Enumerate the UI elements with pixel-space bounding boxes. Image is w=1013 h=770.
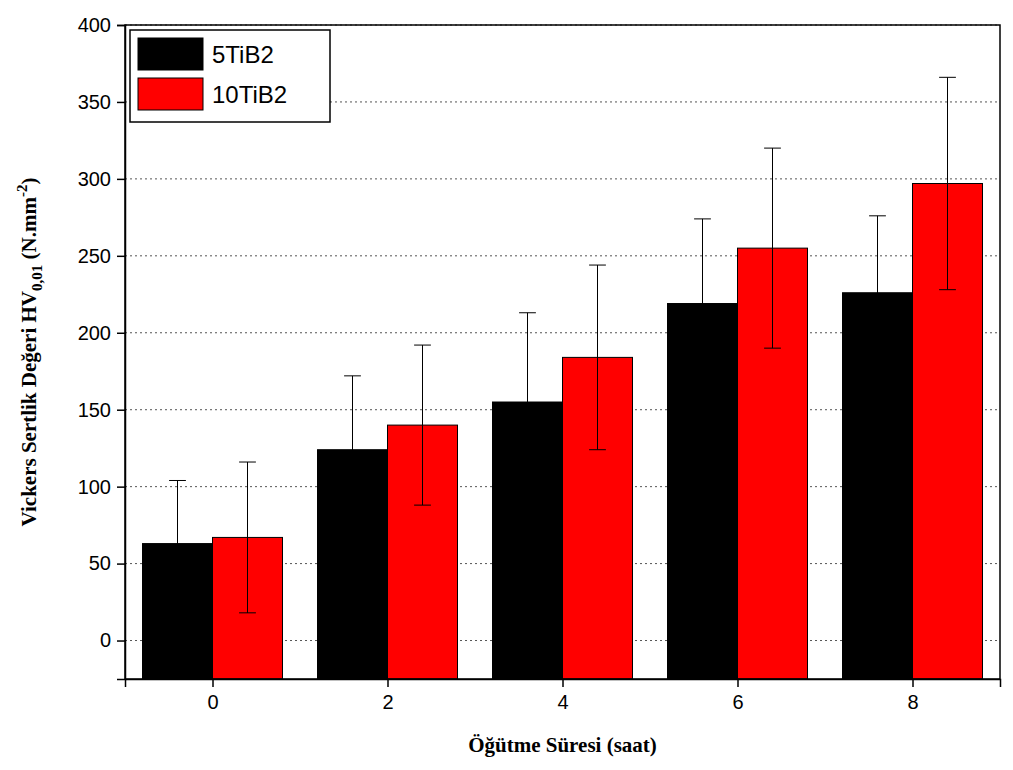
tick-mark [117, 102, 125, 104]
tick: 6 [732, 679, 743, 713]
tick-label: 400 [78, 14, 111, 36]
tick: 150 [78, 399, 125, 421]
tick-mark [117, 563, 125, 565]
tick-label: 6 [732, 691, 743, 713]
error-bars [239, 77, 956, 613]
legend-swatch [138, 78, 203, 110]
error-bar [239, 462, 256, 613]
axis-line [126, 680, 1001, 688]
tick-label: 0 [100, 629, 111, 651]
tick: 0 [207, 679, 218, 713]
tick: 250 [78, 245, 125, 267]
tick-mark [737, 679, 739, 687]
legend-box [130, 30, 330, 122]
tick-mark [562, 679, 564, 687]
tick: 0 [100, 629, 125, 651]
legend-label: 5TiB2 [212, 41, 274, 68]
tick-label: 350 [78, 91, 111, 113]
tick-label: 150 [78, 399, 111, 421]
tick-label: 4 [557, 691, 568, 713]
tick: 2 [382, 679, 393, 713]
error-bar [589, 265, 606, 450]
tick-mark [117, 640, 125, 642]
grid-line [125, 255, 1000, 256]
tick-mark [212, 679, 214, 687]
tick-label: 200 [78, 322, 111, 344]
tick: 350 [78, 91, 125, 113]
tick: 4 [557, 679, 568, 713]
legend-swatch [138, 38, 203, 70]
x-axis-title: Öğütme Süresi (saat) [468, 733, 657, 757]
y-axis-title-part: ) [17, 178, 41, 185]
error-bar [344, 376, 361, 524]
error-bar [169, 480, 186, 606]
tick-label: 300 [78, 168, 111, 190]
tick: 400 [78, 14, 125, 36]
tick-mark [117, 25, 125, 27]
tick-label: 0 [207, 691, 218, 713]
plot-area [143, 77, 983, 679]
tick: 50 [89, 552, 125, 574]
tick-label: 2 [382, 691, 393, 713]
grid-line [125, 178, 1000, 179]
x-axis: 0 2 4 6 8 [126, 679, 1001, 713]
legend: 5TiB2 10TiB2 [130, 30, 330, 122]
y-axis-title-part: -2 [14, 185, 30, 198]
legend-label: 10TiB2 [212, 81, 287, 108]
y-axis-title-part: (N.mm [17, 197, 41, 265]
tick: 200 [78, 322, 125, 344]
tick-mark [117, 409, 125, 411]
tick-mark [117, 486, 125, 488]
tick-label: 100 [78, 476, 111, 498]
error-bar [764, 148, 781, 348]
axis-line [117, 26, 126, 680]
tick-label: 50 [89, 552, 111, 574]
y-axis: 0 50 100 150 200 250 300 350 400 [78, 14, 126, 680]
tick-label: 250 [78, 245, 111, 267]
tick-label: 8 [907, 691, 918, 713]
error-bar [414, 345, 431, 505]
chart: 0 50 100 150 200 250 300 350 400 0 2 4 6 8 Öğütme Süre… [0, 0, 1013, 770]
error-bar [939, 77, 956, 289]
tick: 8 [907, 679, 918, 713]
error-bar [869, 216, 886, 370]
tick-mark [387, 679, 389, 687]
error-bars [169, 216, 886, 607]
error-bar [694, 219, 711, 388]
tick-mark [117, 256, 125, 258]
y-axis-title-part: Vickers Sertlik Değeri HV [17, 291, 41, 526]
bar-series [213, 183, 983, 679]
tick-mark [117, 179, 125, 181]
plot-frame [125, 25, 1000, 679]
y-axis-title-part: 0,01 [29, 265, 45, 291]
y-axis-title: Vickers Sertlik Değeri HV0,01 (N.mm-2) [14, 178, 45, 527]
tick: 100 [78, 476, 125, 498]
tick-mark [912, 679, 914, 687]
error-bar [519, 313, 536, 492]
tick: 300 [78, 168, 125, 190]
tick-mark [117, 333, 125, 335]
